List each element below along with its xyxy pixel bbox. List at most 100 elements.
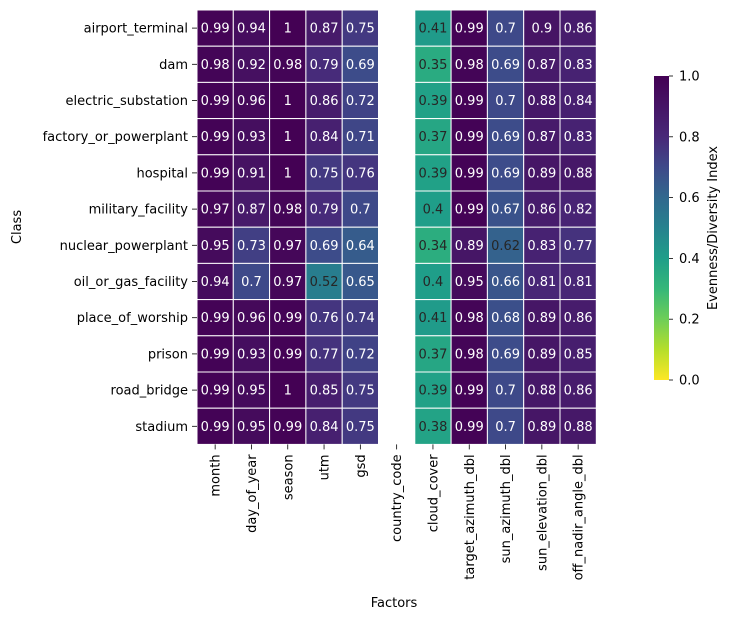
heatmap-cell [196,335,234,373]
cell-value-label: 1 [284,384,292,399]
cell-value-label: 0.87 [527,58,556,73]
heatmap-cell [196,226,234,264]
cell-value-label: 0.67 [491,203,520,218]
cell-value-label: 1 [284,94,292,109]
cell-value-label: 0.85 [310,384,339,399]
heatmap-cell [486,335,525,373]
heatmap-cell [523,154,561,192]
cell-value-label: 0.34 [418,239,447,254]
cell-value-label: 0.99 [455,22,484,37]
cell-value-label: 0.99 [455,203,484,218]
column-tick-label: day_of_year [245,454,260,533]
cell-value-label: 0.97 [273,275,302,290]
column-tick-label: gsd [354,454,369,477]
cell-value-label: 0.73 [237,239,266,254]
cell-value-label: 0.77 [564,239,593,254]
cell-value-label: 1 [284,166,292,181]
heatmap-cell [559,299,597,337]
heatmap-cell [341,226,380,264]
heatmap-cell [305,299,343,337]
heatmap-cell [559,407,597,445]
cell-value-label: 0.37 [418,130,447,145]
cell-value-label: 0.9 [532,22,553,37]
heatmap-cell [559,371,597,409]
heatmap-cell [269,81,307,120]
cell-value-label: 0.89 [527,420,556,435]
cell-value-label: 0.7 [495,420,516,435]
cell-value-label: 0.91 [237,166,266,181]
heatmap-cell [486,262,525,301]
cell-value-label: 0.69 [491,58,520,73]
heatmap-cell [414,9,452,47]
cell-value-label: 0.41 [418,22,447,37]
cell-value-label: 0.99 [455,166,484,181]
cell-value-label: 0.69 [491,166,520,181]
cell-value-label: 0.99 [455,384,484,399]
heatmap-cell [523,262,561,301]
heatmap-cell [196,118,234,156]
colorbar-ticks: 0.0 0.2 0.4 0.6 0.8 1.0 [669,70,700,389]
heatmap-cell [305,45,343,83]
heatmap-cell [414,335,452,373]
heatmap-cell [450,371,488,409]
cell-value-label: 0.89 [455,239,484,254]
cell-value-label: 0.7 [495,384,516,399]
row-tick-label: stadium [135,420,188,435]
heatmap-cell [232,371,271,409]
cell-value-label: 0.76 [346,166,375,181]
row-tick-label: nuclear_powerplant [60,239,188,254]
cell-value-label: 0.86 [564,311,593,326]
heatmap-cell [341,335,380,373]
cell-value-label: 0.39 [418,94,447,109]
heatmap-cell [523,335,561,373]
column-tick-label: month [209,454,224,496]
cell-value-label: 0.69 [346,58,375,73]
colorbar-tick-label: 0.2 [679,313,700,328]
cell-value-label: 0.86 [527,203,556,218]
heatmap-cell [523,190,561,228]
heatmap-cell [269,262,307,301]
cell-value-label: 0.35 [418,58,447,73]
row-tick-label: hospital [136,166,188,181]
cell-value-label: 0.98 [455,58,484,73]
heatmap-cell [414,118,452,156]
heatmap-cell [232,45,271,83]
cell-value-label: 0.99 [201,94,230,109]
cell-value-label: 0.95 [237,420,266,435]
cell-value-label: 0.98 [455,311,484,326]
cell-value-label: 0.99 [201,130,230,145]
cell-value-label: 0.39 [418,384,447,399]
colorbar-tick-label: 0.6 [679,191,700,206]
cell-value-label: 0.95 [455,275,484,290]
cell-value-label: 0.69 [310,239,339,254]
cell-value-label: 0.97 [201,203,230,218]
heatmap-cell [486,154,525,192]
heatmap-cell [559,262,597,301]
row-tick-label: place_of_worship [77,311,188,326]
cell-value-label: 0.99 [455,94,484,109]
cell-value-label: 0.81 [527,275,556,290]
cell-value-label: 1 [284,130,292,145]
column-tick-label: utm [318,454,333,480]
cell-value-label: 0.87 [237,203,266,218]
cell-value-label: 0.95 [237,384,266,399]
heatmap-cell [269,190,307,228]
cell-value-label: 0.79 [310,58,339,73]
cell-value-label: 0.7 [495,94,516,109]
colorbar-gradient [654,76,669,380]
cell-value-label: 0.85 [564,347,593,362]
column-tick-label: sun_elevation_dbl [535,454,550,571]
heatmap-cell [523,226,561,264]
row-tick-label: oil_or_gas_facility [74,275,189,290]
heatmap-cell [559,154,597,192]
cell-value-label: 0.83 [564,58,593,73]
heatmap-cell [414,154,452,192]
cell-value-label: 0.89 [527,311,556,326]
heatmap-cell [450,154,488,192]
cell-value-label: 0.65 [346,275,375,290]
cell-value-label: 0.86 [564,22,593,37]
heatmap-cell [450,299,488,337]
heatmap-cell [523,81,561,120]
heatmap-cell [196,190,234,228]
